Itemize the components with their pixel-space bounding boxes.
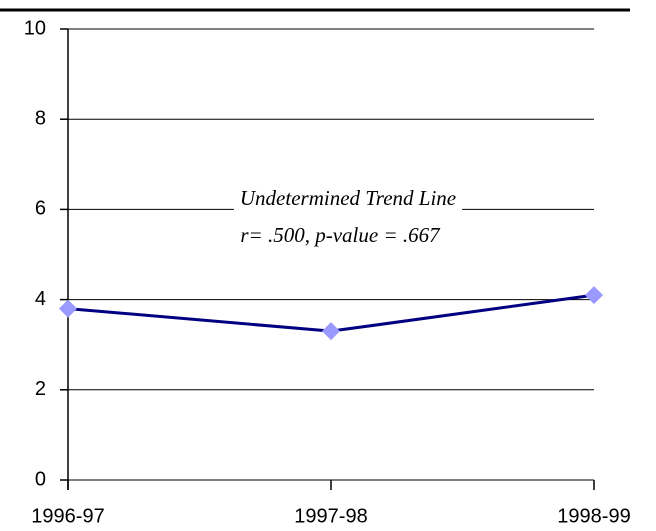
point-marker (322, 322, 340, 341)
y-tick-label: 0 (35, 468, 46, 490)
x-tick-label: 1996-97 (31, 505, 104, 527)
annotation: Undetermined Trend Line (240, 186, 456, 210)
point-marker (59, 299, 77, 318)
y-tick-label: 2 (35, 378, 46, 400)
x-tick-label: 1997-98 (294, 505, 367, 527)
y-tick-label: 10 (24, 17, 46, 39)
y-tick-label: 6 (35, 198, 46, 220)
annotation-background (233, 183, 463, 222)
point-marker (585, 286, 603, 305)
y-tick-label: 8 (35, 107, 46, 129)
x-tick-label: 1998-99 (557, 505, 630, 527)
annotation: r= .500, p-value = .667 (240, 223, 441, 247)
y-tick-label: 4 (35, 288, 46, 310)
